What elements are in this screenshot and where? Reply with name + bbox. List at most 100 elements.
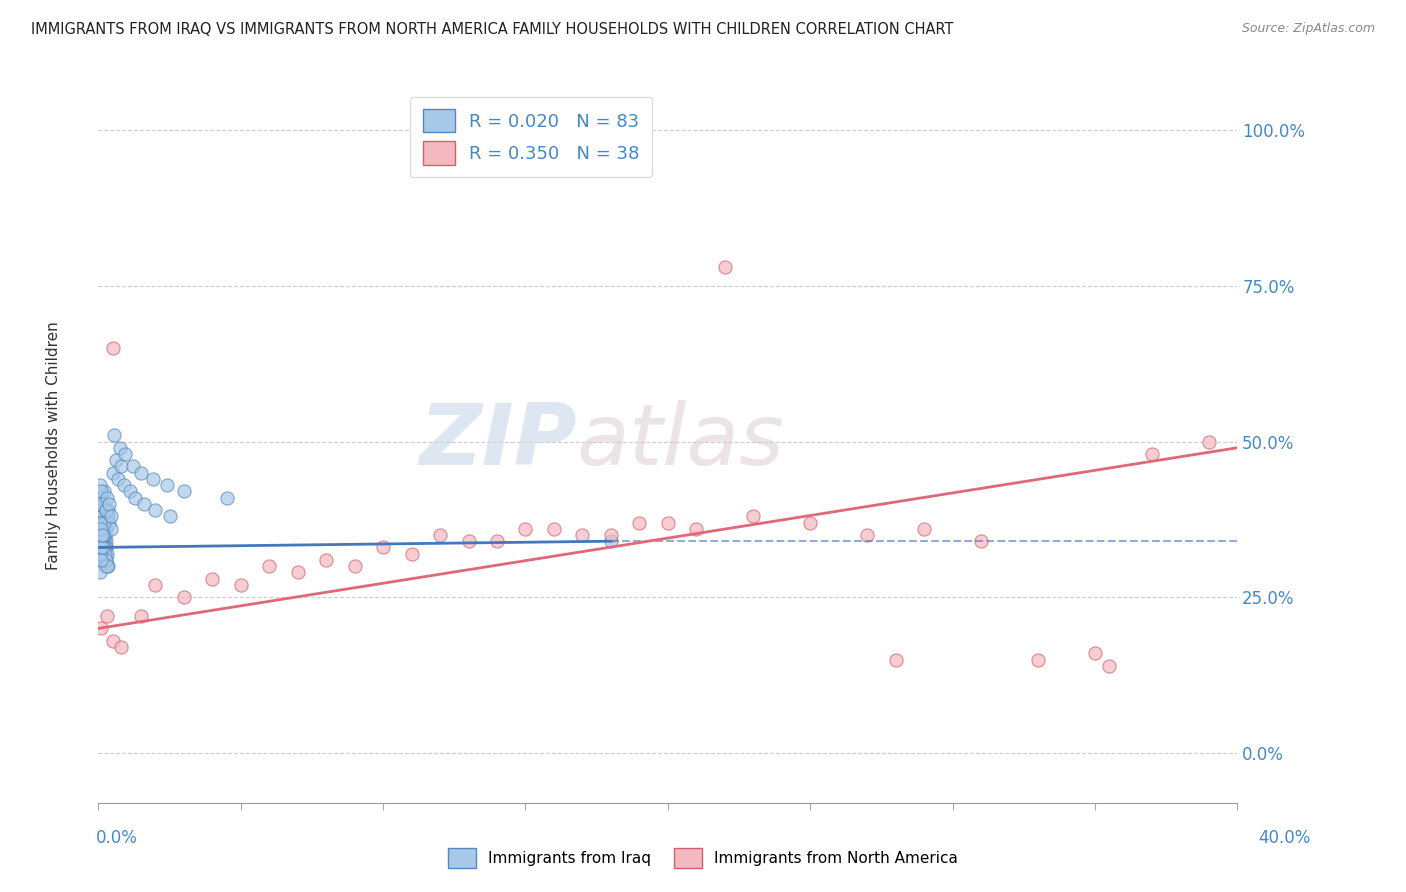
Point — [94, 528, 117, 542]
Point — [110, 640, 132, 654]
Point — [93, 534, 115, 549]
Point — [89, 497, 111, 511]
Point — [124, 491, 146, 505]
Legend: R = 0.020   N = 83, R = 0.350   N = 38: R = 0.020 N = 83, R = 0.350 N = 38 — [411, 96, 652, 178]
Point — [89, 491, 111, 505]
Text: IMMIGRANTS FROM IRAQ VS IMMIGRANTS FROM NORTH AMERICA FAMILY HOUSEHOLDS WITH CHI: IMMIGRANTS FROM IRAQ VS IMMIGRANTS FROM … — [31, 22, 953, 37]
Point — [89, 547, 111, 561]
Point — [1026, 652, 1049, 666]
Point — [94, 553, 117, 567]
Point — [97, 559, 120, 574]
Point — [89, 534, 111, 549]
Point — [89, 541, 111, 555]
Point — [287, 566, 309, 580]
Point — [107, 472, 129, 486]
Point — [1098, 658, 1121, 673]
Point — [90, 503, 112, 517]
Point — [486, 534, 509, 549]
Point — [90, 528, 112, 542]
Point — [201, 572, 224, 586]
Point — [94, 553, 117, 567]
Point — [1198, 434, 1220, 449]
Point — [156, 478, 179, 492]
Point — [94, 534, 117, 549]
Point — [90, 522, 112, 536]
Point — [315, 553, 337, 567]
Point — [970, 534, 993, 549]
Point — [600, 528, 623, 542]
Point — [714, 260, 737, 274]
Point — [94, 503, 117, 517]
Point — [884, 652, 907, 666]
Point — [93, 528, 115, 542]
Text: 40.0%: 40.0% — [1258, 829, 1310, 847]
Point — [93, 522, 115, 536]
Point — [856, 528, 879, 542]
Point — [215, 491, 238, 505]
Point — [89, 478, 111, 492]
Point — [118, 484, 141, 499]
Point — [90, 509, 112, 524]
Point — [94, 547, 117, 561]
Point — [91, 528, 114, 542]
Legend: Immigrants from Iraq, Immigrants from North America: Immigrants from Iraq, Immigrants from No… — [443, 842, 963, 873]
Text: Family Households with Children: Family Households with Children — [46, 322, 60, 570]
Point — [96, 522, 118, 536]
Point — [103, 428, 125, 442]
Point — [91, 528, 114, 542]
Point — [90, 516, 112, 530]
Point — [90, 547, 112, 561]
Point — [93, 516, 115, 530]
Point — [912, 522, 935, 536]
Point — [94, 541, 117, 555]
Point — [101, 633, 124, 648]
Point — [145, 578, 167, 592]
Point — [91, 534, 114, 549]
Point — [100, 522, 122, 536]
Point — [628, 516, 651, 530]
Point — [89, 566, 111, 580]
Point — [100, 509, 122, 524]
Point — [159, 509, 181, 524]
Point — [173, 484, 195, 499]
Point — [94, 553, 117, 567]
Point — [371, 541, 394, 555]
Point — [259, 559, 281, 574]
Point — [401, 547, 423, 561]
Point — [685, 522, 707, 536]
Point — [742, 509, 765, 524]
Point — [90, 522, 112, 536]
Point — [112, 478, 135, 492]
Point — [110, 459, 132, 474]
Point — [91, 516, 114, 530]
Point — [1084, 646, 1107, 660]
Point — [91, 534, 114, 549]
Point — [90, 522, 112, 536]
Point — [93, 522, 115, 536]
Point — [121, 459, 143, 474]
Point — [96, 547, 118, 561]
Point — [96, 491, 118, 505]
Point — [90, 621, 112, 635]
Point — [543, 522, 565, 536]
Point — [173, 591, 195, 605]
Text: 0.0%: 0.0% — [96, 829, 138, 847]
Point — [96, 541, 118, 555]
Point — [94, 503, 117, 517]
Point — [91, 541, 114, 555]
Point — [91, 528, 114, 542]
Point — [91, 497, 114, 511]
Point — [90, 484, 112, 499]
Point — [132, 497, 155, 511]
Point — [90, 516, 112, 530]
Point — [1140, 447, 1163, 461]
Point — [97, 497, 120, 511]
Point — [229, 578, 252, 592]
Text: ZIP: ZIP — [419, 400, 576, 483]
Point — [108, 441, 131, 455]
Point — [101, 341, 124, 355]
Text: Source: ZipAtlas.com: Source: ZipAtlas.com — [1241, 22, 1375, 36]
Point — [657, 516, 679, 530]
Point — [141, 472, 163, 486]
Point — [457, 534, 479, 549]
